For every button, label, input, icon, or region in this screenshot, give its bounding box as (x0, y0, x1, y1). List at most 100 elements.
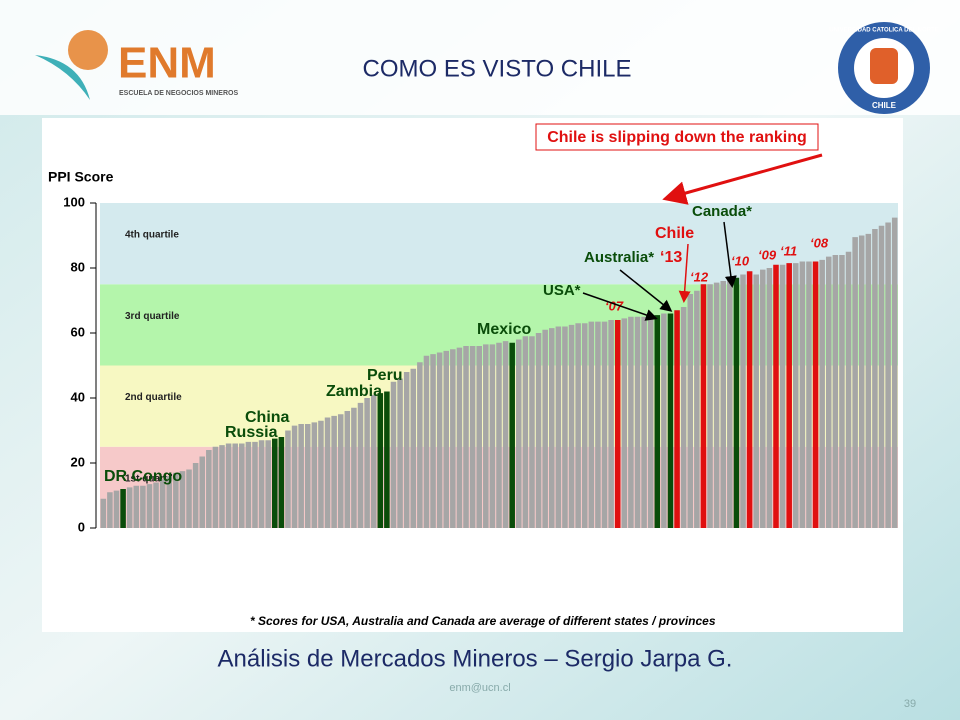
bar (845, 251, 852, 528)
logo-wave (35, 55, 90, 100)
bar (793, 263, 799, 528)
bar (331, 415, 337, 528)
bar (192, 463, 199, 528)
bar (825, 256, 832, 528)
y-axis-label: PPI Score (48, 169, 114, 185)
bar (542, 329, 548, 528)
bar (806, 261, 812, 528)
bar (680, 307, 687, 528)
pointer-arrow (582, 292, 658, 321)
bar (555, 326, 562, 528)
bar (186, 469, 192, 528)
bar (390, 381, 397, 528)
annotation: Russia (225, 424, 278, 441)
bar (588, 321, 595, 528)
bar (443, 350, 450, 528)
bar (858, 235, 865, 528)
bar (766, 268, 773, 528)
page-number: 39 (904, 698, 916, 710)
annotation: Australia* (584, 249, 654, 266)
bar (687, 294, 694, 528)
annotation: ‘13 (660, 249, 682, 266)
bar (311, 422, 318, 528)
quartile-label: 4th quartile (125, 230, 179, 241)
bar (476, 346, 482, 528)
bar (120, 489, 126, 528)
bar (450, 349, 456, 528)
bar (562, 326, 568, 528)
bar (568, 324, 575, 528)
logo-text: ENM (118, 39, 216, 88)
headline-box (535, 123, 819, 151)
bar (548, 328, 555, 528)
bar (786, 263, 792, 528)
bar (304, 424, 311, 528)
annotation: ‘10 (731, 253, 750, 268)
bar (885, 222, 891, 528)
bar (232, 443, 238, 528)
bar (694, 290, 700, 528)
y-tick-label: 60 (71, 324, 85, 339)
bar (535, 333, 542, 528)
bar (674, 310, 680, 528)
quartile-label: 2nd quartile (125, 392, 182, 403)
y-tick-label: 80 (71, 259, 85, 274)
logo-icon (68, 30, 108, 70)
seal-shield (870, 48, 898, 84)
annotation: ‘12 (690, 269, 709, 284)
annotation: Canada* (692, 203, 752, 220)
headline-arrow (662, 153, 823, 205)
bar (271, 438, 278, 528)
y-tick-label: 40 (71, 389, 85, 404)
bar (773, 264, 779, 528)
bar (779, 264, 786, 528)
bar (377, 393, 384, 528)
bar (100, 498, 107, 528)
bar (872, 229, 878, 528)
annotation: DR Congo (104, 468, 182, 485)
bar (740, 274, 746, 528)
bar (107, 492, 113, 528)
seal-bottom: CHILE (872, 101, 897, 110)
bar (621, 318, 628, 528)
bar (258, 440, 265, 528)
bar (456, 347, 463, 528)
bar (166, 476, 173, 528)
bar (799, 261, 806, 528)
bar (575, 323, 581, 528)
bar (364, 398, 370, 528)
bar (153, 482, 159, 528)
bar (483, 344, 489, 528)
bar (654, 315, 661, 528)
annotation: ‘11 (780, 243, 797, 258)
pointer-arrow (678, 243, 691, 303)
bar (463, 346, 469, 528)
bar (628, 316, 634, 528)
bar (140, 485, 146, 528)
bar (727, 279, 733, 528)
bar (384, 391, 390, 528)
bar (601, 321, 608, 528)
bar (760, 269, 766, 528)
bar (159, 479, 166, 528)
bar (212, 446, 219, 528)
bar (298, 424, 304, 528)
bar (357, 402, 364, 528)
bar (647, 315, 654, 528)
bar (370, 394, 377, 528)
logo-subtitle: ESCUELA DE NEGOCIOS MINEROS (119, 90, 238, 97)
bar (113, 490, 120, 528)
bar (581, 323, 588, 528)
bar (832, 255, 839, 528)
bar (489, 344, 496, 528)
footnote: * Scores for USA, Australia and Canada a… (250, 614, 716, 628)
bar (430, 354, 436, 528)
bar (351, 407, 357, 528)
bar (423, 355, 430, 528)
bar (245, 441, 252, 528)
bar (733, 277, 740, 528)
bar (700, 284, 707, 528)
bar (707, 284, 713, 528)
bar (812, 261, 819, 528)
